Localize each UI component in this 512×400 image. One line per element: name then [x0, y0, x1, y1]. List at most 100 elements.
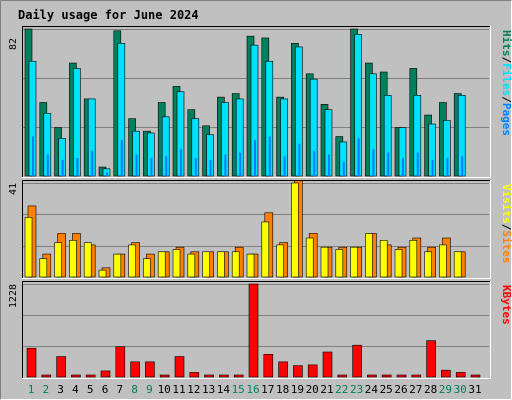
day-label: 21 — [320, 383, 333, 396]
day-label: 2 — [42, 383, 49, 396]
legend-separator: / — [500, 224, 512, 231]
legend-separator: / — [500, 96, 512, 103]
bar-visits — [409, 240, 418, 278]
day-label: 22 — [335, 383, 348, 396]
bar-pages — [106, 172, 108, 176]
legend-text: KBytes — [500, 285, 512, 325]
legend-text: Visits/Sites — [500, 184, 512, 264]
legend-kbytes: KBytes — [500, 285, 512, 325]
bar-visits — [143, 258, 151, 278]
day-label: 17 — [261, 383, 274, 396]
bar-kbytes — [426, 340, 436, 378]
bar-pages — [268, 136, 271, 176]
legend-hits: Hits — [500, 30, 512, 57]
day-label: 26 — [394, 383, 407, 396]
bar-kbytes — [293, 365, 303, 378]
bar-visits — [424, 251, 432, 278]
bar-visits — [172, 249, 181, 278]
bar-visits — [128, 244, 136, 278]
bar-visits — [39, 258, 48, 278]
bar-kbytes — [130, 361, 140, 378]
bar-visits — [291, 182, 299, 278]
bar-pages — [357, 138, 360, 176]
bottom-axis-max-label: 1228 — [8, 284, 19, 308]
bar-pages — [180, 149, 182, 176]
bar-kbytes — [204, 374, 214, 378]
bar-visits — [276, 244, 284, 278]
bar-kbytes — [396, 374, 407, 378]
bar-pages — [194, 158, 197, 176]
bar-kbytes — [100, 370, 111, 378]
bar-kbytes — [115, 346, 126, 378]
day-label: 8 — [131, 383, 138, 396]
bar-kbytes — [455, 372, 466, 378]
day-label: 25 — [380, 383, 393, 396]
day-label: 24 — [365, 383, 379, 396]
middle-axis-max-label: 41 — [8, 183, 19, 195]
day-label: 28 — [424, 383, 437, 396]
bar-pages — [298, 143, 301, 176]
bar-pages — [61, 159, 64, 176]
bar-pages — [446, 158, 449, 176]
bar-kbytes — [337, 374, 348, 378]
bar-kbytes — [248, 283, 259, 378]
legend-text: Hits/Files/Pages — [500, 30, 512, 136]
day-label: 29 — [439, 383, 452, 396]
bar-visits — [439, 244, 447, 278]
day-label: 5 — [87, 383, 94, 396]
bar-pages — [431, 159, 434, 176]
bar-kbytes — [26, 347, 37, 378]
bar-pages — [402, 158, 404, 176]
bar-visits — [113, 253, 122, 278]
day-label: 16 — [246, 383, 259, 396]
bar-pages — [372, 149, 375, 176]
day-label: 14 — [217, 383, 231, 396]
chart-title: Daily usage for June 2024 — [18, 8, 199, 22]
day-label: 23 — [350, 383, 363, 396]
bar-pages — [461, 156, 464, 176]
bar-pages — [165, 156, 168, 176]
day-label: 10 — [158, 383, 171, 396]
day-label: 1 — [28, 383, 35, 396]
bar-pages — [46, 154, 49, 176]
legend-separator: / — [500, 57, 512, 64]
bar-kbytes — [233, 374, 244, 378]
day-label: 3 — [57, 383, 64, 396]
bar-kbytes — [352, 344, 362, 378]
day-label: 19 — [291, 383, 304, 396]
bar-pages — [32, 136, 34, 176]
bar-kbytes — [381, 374, 392, 378]
bar-visits — [83, 242, 92, 278]
bar-kbytes — [470, 374, 481, 378]
bar-kbytes — [189, 372, 200, 378]
bar-pages — [416, 152, 419, 176]
day-label: 13 — [202, 383, 215, 396]
middle-legend: Visits/Sites — [500, 184, 512, 264]
bar-pages — [239, 152, 242, 176]
bar-kbytes — [263, 353, 274, 378]
bar-pages — [342, 161, 345, 176]
bar-kbytes — [41, 374, 52, 378]
bar-visits — [246, 253, 255, 278]
bar-kbytes — [278, 361, 288, 378]
bar-visits — [24, 217, 33, 278]
bar-visits — [54, 242, 62, 278]
bar-pages — [209, 159, 212, 176]
day-label: 4 — [72, 383, 79, 396]
bar-pages — [91, 150, 94, 176]
day-label: 12 — [187, 383, 200, 396]
bar-visits — [217, 251, 225, 278]
day-label: 18 — [276, 383, 289, 396]
bar-kbytes — [411, 374, 422, 378]
legend-visits: Visits — [500, 184, 512, 224]
bar-visits — [379, 240, 388, 278]
day-label: 15 — [232, 383, 245, 396]
legend-sites: Sites — [500, 230, 512, 263]
day-label: 20 — [306, 383, 319, 396]
top-legend: Hits/Files/Pages — [500, 30, 512, 136]
bar-visits — [69, 240, 77, 278]
day-label: 30 — [454, 383, 467, 396]
bar-pages — [313, 150, 316, 176]
legend-pages: Pages — [500, 103, 512, 136]
bar-pages — [76, 158, 79, 176]
